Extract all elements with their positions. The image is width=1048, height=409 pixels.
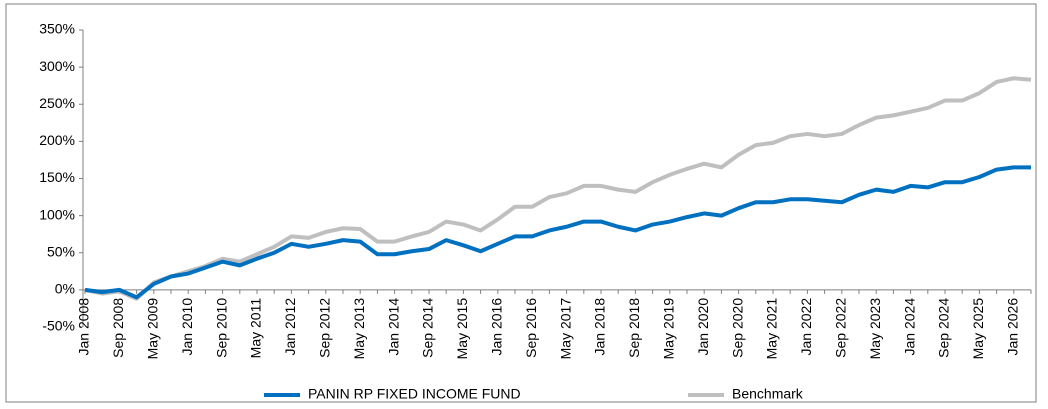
x-tick-label: May 2021 bbox=[764, 298, 780, 360]
x-tick-label: Sep 2016 bbox=[523, 298, 539, 358]
x-tick-label: Sep 2018 bbox=[626, 298, 642, 358]
x-tick-label: Jan 2010 bbox=[179, 298, 195, 356]
x-tick-label: Sep 2010 bbox=[213, 298, 229, 358]
x-tick-label: May 2013 bbox=[351, 298, 367, 360]
x-tick-label: May 2011 bbox=[248, 298, 264, 359]
y-tick-label: 50% bbox=[47, 243, 75, 259]
x-tick-label: Jan 2012 bbox=[282, 298, 298, 356]
x-tick-label: May 2019 bbox=[661, 298, 677, 360]
y-tick-label: 350% bbox=[39, 21, 75, 37]
y-tick-label: 100% bbox=[39, 206, 75, 222]
series-line bbox=[84, 76, 1032, 301]
x-tick-label: Sep 2008 bbox=[110, 298, 126, 358]
x-tick-label: May 2009 bbox=[145, 298, 161, 360]
series-line bbox=[84, 165, 1031, 300]
x-tick-label: Jan 2026 bbox=[1005, 298, 1021, 356]
x-tick-label: Jan 2008 bbox=[76, 298, 92, 356]
y-tick-label: 300% bbox=[39, 58, 75, 74]
x-tick-label: Jan 2014 bbox=[385, 298, 401, 356]
y-tick-label: -50% bbox=[42, 318, 75, 334]
x-tick-label: Jan 2016 bbox=[489, 298, 505, 356]
x-tick-label: Sep 2012 bbox=[317, 298, 333, 358]
x-tick-label: Jan 2020 bbox=[695, 298, 711, 356]
chart-frame bbox=[5, 3, 1037, 403]
x-tick-label: May 2025 bbox=[970, 298, 986, 360]
x-tick-label: May 2015 bbox=[454, 298, 470, 360]
y-tick-label: 200% bbox=[39, 132, 75, 148]
y-tick-label: 250% bbox=[39, 95, 75, 111]
x-tick-label: Jan 2022 bbox=[798, 298, 814, 356]
x-tick-label: Jan 2024 bbox=[901, 298, 917, 356]
x-tick-label: May 2023 bbox=[867, 298, 883, 360]
y-tick-label: 0% bbox=[55, 281, 75, 297]
x-tick-label: May 2017 bbox=[557, 298, 573, 360]
legend-label: Benchmark bbox=[732, 386, 804, 402]
x-tick-label: Sep 2020 bbox=[729, 298, 745, 358]
x-tick-label: Jan 2018 bbox=[592, 298, 608, 356]
legend-label: PANIN RP FIXED INCOME FUND bbox=[308, 386, 521, 402]
x-tick-label: Sep 2024 bbox=[936, 298, 952, 358]
y-tick-label: 150% bbox=[39, 169, 75, 185]
x-tick-label: Sep 2022 bbox=[833, 298, 849, 358]
x-tick-label: Sep 2014 bbox=[420, 298, 436, 358]
